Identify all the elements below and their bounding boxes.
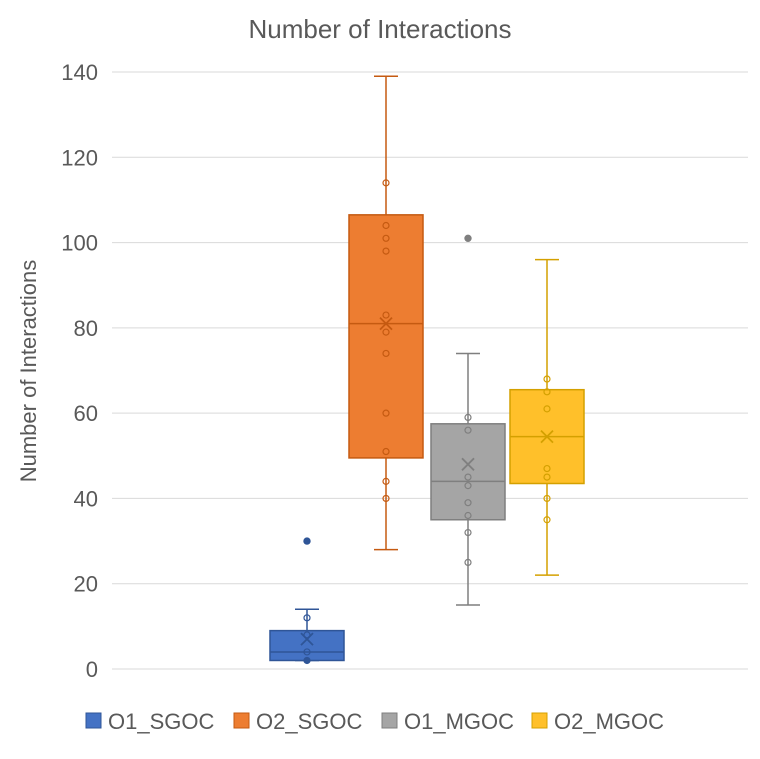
data-point-o1-mgoc-1	[464, 528, 472, 537]
data-point-o2-sgoc-8	[382, 234, 390, 242]
mean-marker-b-o2-mgoc	[540, 429, 554, 444]
data-point-o2-sgoc-0	[382, 494, 390, 503]
data-point-o1-mgoc-3	[464, 499, 472, 507]
data-point-o2-sgoc-3	[382, 409, 390, 417]
data-point-o2-sgoc-7	[382, 247, 390, 255]
legend-swatch-o2-sgoc	[233, 712, 250, 729]
mean-marker-b-o1-sgoc	[300, 632, 314, 646]
data-point-o1-mgoc-7	[464, 413, 472, 422]
legend-swatch-o1-sgoc	[85, 712, 102, 729]
legend-swatch-o2-mgoc	[531, 712, 548, 729]
data-point-o2-sgoc-5	[382, 328, 390, 336]
data-point-o1-mgoc-5	[464, 473, 472, 481]
y-tick-label-60: 60	[74, 401, 98, 426]
outlier-o1-mgoc-0	[464, 234, 472, 243]
box-series	[269, 75, 585, 665]
data-point-o1-sgoc-0	[303, 656, 311, 665]
data-point-o2-sgoc-2	[382, 447, 390, 456]
data-point-o1-mgoc-4	[464, 482, 472, 490]
y-axis-label: Number of Interactions	[16, 260, 41, 483]
data-point-o2-sgoc-1	[382, 477, 390, 485]
gridlines	[112, 71, 748, 670]
data-point-o2-mgoc-4	[543, 405, 551, 413]
legend-swatch-o1-mgoc	[381, 712, 398, 729]
data-point-o2-mgoc-6	[543, 375, 551, 383]
data-point-o1-mgoc-0	[464, 558, 472, 566]
box-o2-mgoc	[509, 258, 585, 576]
data-point-o2-mgoc-1	[543, 494, 551, 503]
y-tick-label-100: 100	[61, 231, 98, 256]
data-point-o2-mgoc-2	[543, 473, 551, 481]
y-tick-labels: 0 20 40 60 80 100 120 140	[61, 60, 98, 682]
box-o1-sgoc	[269, 537, 345, 665]
data-point-o1-mgoc-6	[464, 426, 472, 434]
box-rect-o1-sgoc	[269, 629, 345, 662]
y-tick-label-140: 140	[61, 60, 98, 85]
y-tick-label-80: 80	[74, 316, 98, 341]
data-point-o1-sgoc-2	[303, 631, 311, 639]
data-point-o2-mgoc-5	[543, 388, 551, 396]
legend: O1_SGOC O2_SGOC O1_MGOC O2_MGOC	[85, 709, 664, 734]
y-tick-label-40: 40	[74, 486, 98, 511]
data-point-o2-sgoc-10	[382, 179, 390, 187]
data-point-o1-sgoc-3	[303, 614, 311, 622]
data-point-o1-mgoc-2	[464, 511, 472, 520]
data-point-o2-mgoc-0	[543, 516, 551, 524]
data-point-o2-sgoc-6	[382, 311, 390, 319]
outlier-o1-sgoc-0	[303, 537, 311, 545]
box-o2-sgoc	[348, 75, 424, 551]
y-tick-label-120: 120	[61, 145, 98, 170]
y-tick-label-20: 20	[74, 572, 98, 597]
data-point-o1-sgoc-1	[303, 648, 311, 656]
legend-label-o2-sgoc: O2_SGOC	[256, 709, 362, 734]
box-o1-mgoc	[430, 234, 506, 606]
box-rect-o1-mgoc	[430, 423, 506, 521]
data-point-o2-mgoc-3	[543, 464, 551, 473]
legend-label-o2-mgoc: O2_MGOC	[554, 709, 664, 734]
legend-label-o1-sgoc: O1_SGOC	[108, 709, 214, 734]
legend-label-o1-mgoc: O1_MGOC	[404, 709, 514, 734]
data-point-o2-sgoc-9	[382, 221, 390, 230]
box-rect-o2-sgoc	[348, 214, 424, 459]
y-tick-label-0: 0	[86, 657, 98, 682]
chart-title: Number of Interactions	[248, 14, 511, 44]
data-point-o2-sgoc-4	[382, 349, 390, 358]
mean-marker-b-o1-mgoc	[461, 457, 475, 471]
mean-marker-b-o2-sgoc	[379, 316, 393, 331]
